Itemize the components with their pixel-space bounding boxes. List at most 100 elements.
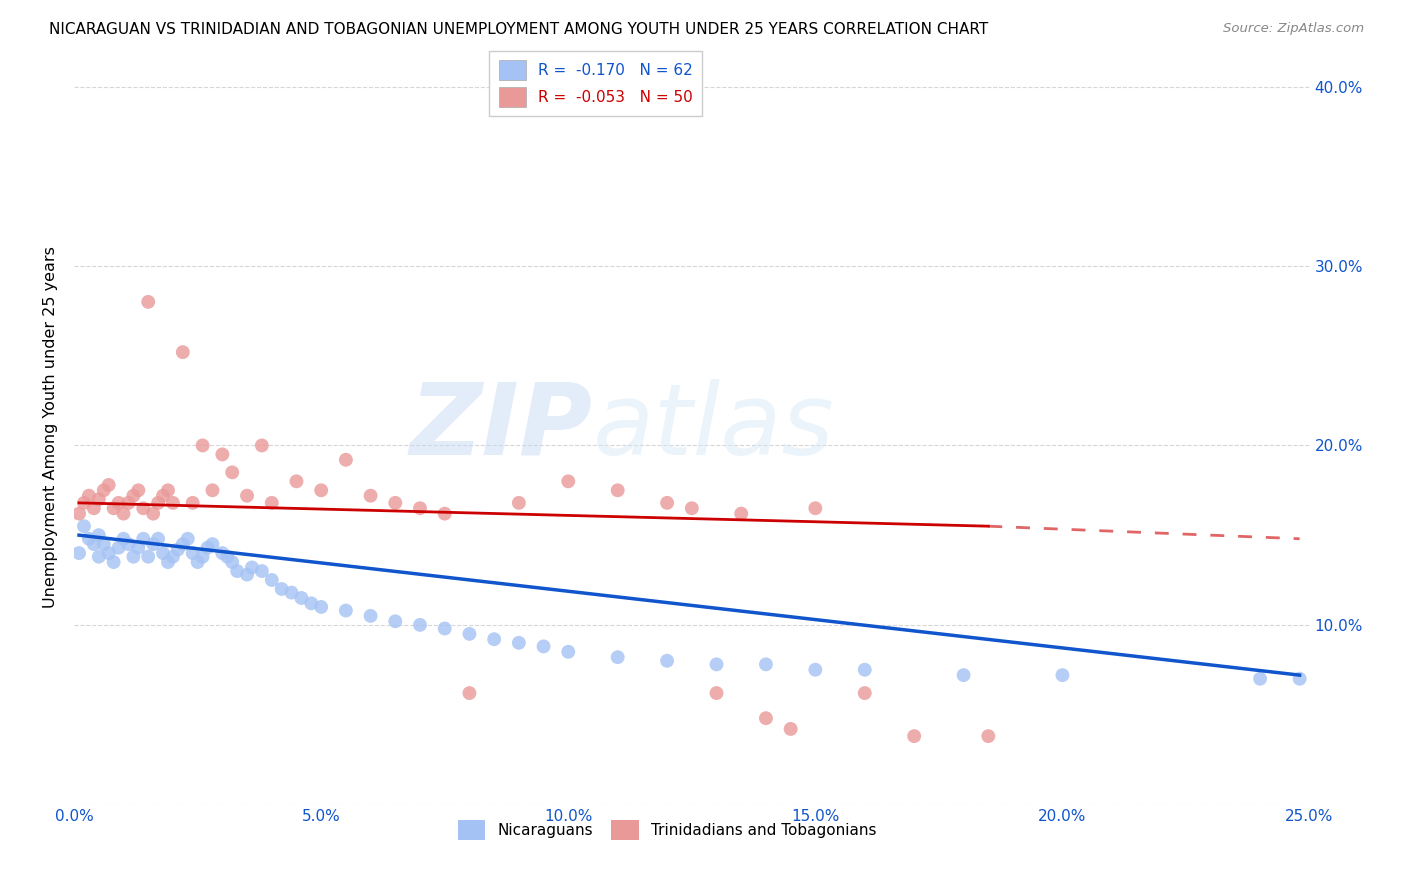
Text: NICARAGUAN VS TRINIDADIAN AND TOBAGONIAN UNEMPLOYMENT AMONG YOUTH UNDER 25 YEARS: NICARAGUAN VS TRINIDADIAN AND TOBAGONIAN… (49, 22, 988, 37)
Point (409, 618, 432, 632)
Point (360, 489, 382, 503)
Point (557, 645, 579, 659)
Point (73, 519, 96, 533)
Point (93, 537, 115, 551)
Point (172, 537, 194, 551)
Point (152, 489, 174, 503)
Legend: Nicaraguans, Trinidadians and Tobagonians: Nicaraguans, Trinidadians and Tobagonian… (451, 814, 883, 846)
Point (87, 549, 110, 564)
Point (172, 345, 194, 359)
Point (804, 501, 827, 516)
Point (83, 501, 105, 516)
Point (285, 475, 308, 489)
Point (97, 546, 120, 560)
Point (236, 489, 259, 503)
Point (952, 668, 974, 682)
Point (87, 528, 110, 542)
Point (83, 537, 105, 551)
Point (97, 478, 120, 492)
Point (606, 483, 628, 498)
Point (181, 546, 204, 560)
Point (103, 501, 125, 516)
Point (533, 640, 555, 654)
Point (136, 549, 159, 564)
Point (146, 496, 169, 510)
Point (117, 496, 139, 510)
Point (280, 585, 302, 599)
Point (260, 496, 283, 510)
Point (67, 507, 90, 521)
Point (335, 603, 357, 617)
Point (122, 549, 145, 564)
Point (127, 483, 149, 498)
Point (132, 501, 155, 516)
Point (1288, 672, 1310, 686)
Text: ZIP: ZIP (411, 379, 593, 476)
Point (67, 546, 90, 560)
Point (226, 564, 249, 578)
Point (433, 622, 456, 636)
Point (103, 555, 125, 569)
Point (508, 496, 530, 510)
Point (201, 483, 224, 498)
Point (142, 537, 165, 551)
Point (508, 636, 530, 650)
Point (197, 541, 219, 555)
Point (191, 549, 214, 564)
Point (156, 483, 179, 498)
Point (162, 496, 184, 510)
Point (853, 686, 876, 700)
Point (309, 483, 332, 498)
Point (221, 555, 243, 569)
Point (107, 496, 129, 510)
Point (755, 657, 778, 672)
Point (156, 555, 179, 569)
Point (755, 711, 778, 725)
Point (250, 438, 273, 452)
Point (458, 627, 481, 641)
Point (706, 657, 728, 672)
Point (240, 560, 263, 574)
Point (903, 729, 925, 743)
Point (152, 546, 174, 560)
Point (93, 483, 115, 498)
Point (221, 466, 243, 480)
Point (122, 489, 145, 503)
Point (290, 591, 312, 605)
Point (335, 452, 357, 467)
Point (409, 501, 432, 516)
Point (211, 546, 233, 560)
Point (433, 507, 456, 521)
Point (681, 501, 703, 516)
Point (250, 564, 273, 578)
Point (804, 663, 827, 677)
Point (1052, 668, 1074, 682)
Point (73, 496, 96, 510)
Point (270, 582, 292, 596)
Point (779, 722, 801, 736)
Point (458, 686, 481, 700)
Point (853, 663, 876, 677)
Point (77, 489, 100, 503)
Point (360, 608, 382, 623)
Point (260, 573, 283, 587)
Point (217, 549, 239, 564)
Point (107, 541, 129, 555)
Point (655, 496, 678, 510)
Point (146, 532, 169, 546)
Point (187, 555, 209, 569)
Point (167, 542, 190, 557)
Point (191, 438, 214, 452)
Point (136, 294, 159, 309)
Point (1249, 672, 1271, 686)
Point (162, 549, 184, 564)
Point (655, 654, 678, 668)
Point (117, 537, 139, 551)
Point (211, 447, 233, 461)
Point (181, 496, 204, 510)
Point (299, 596, 322, 610)
Point (112, 507, 135, 521)
Y-axis label: Unemployment Among Youth under 25 years: Unemployment Among Youth under 25 years (44, 246, 58, 608)
Point (132, 532, 155, 546)
Text: atlas: atlas (593, 379, 835, 476)
